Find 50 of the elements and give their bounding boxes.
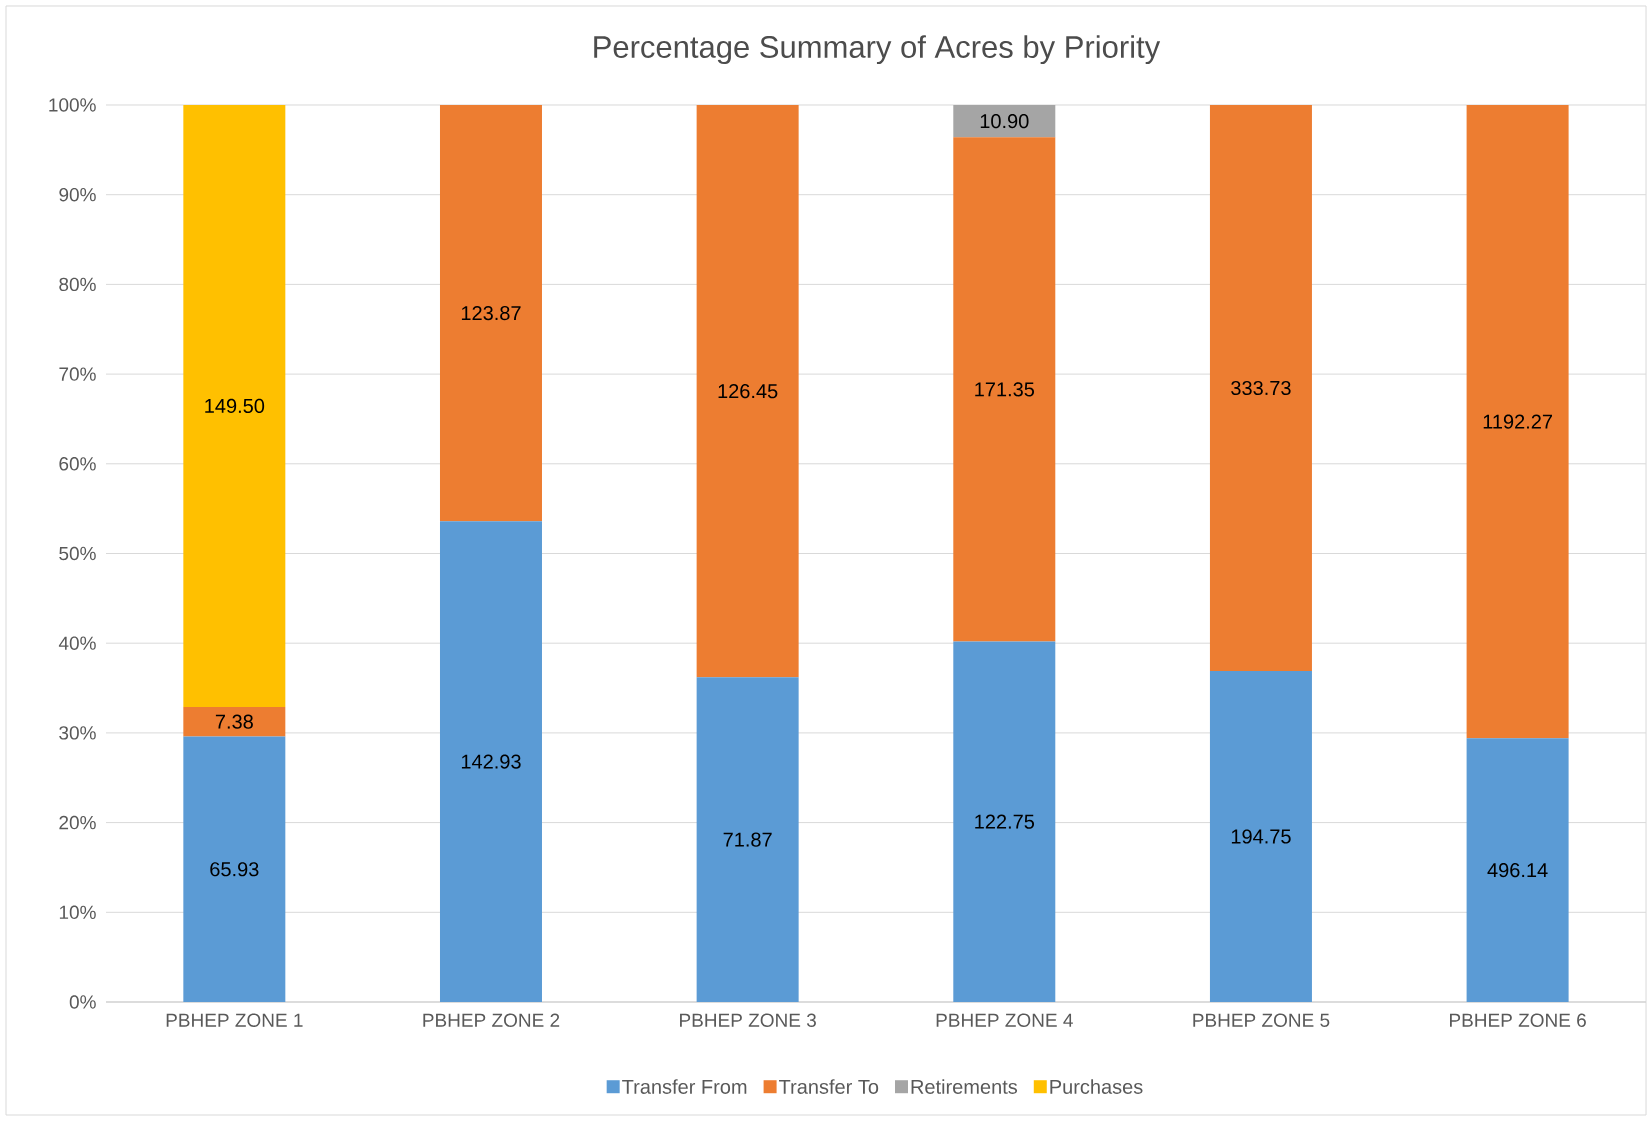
chart-title: Percentage Summary of Acres by Priority xyxy=(594,35,1161,65)
y-tick-label: 60% xyxy=(59,457,96,471)
x-tick-label: PBHEP ZONE 6 xyxy=(1450,1013,1586,1027)
annotation: 65.93 xyxy=(210,862,259,877)
bar xyxy=(696,104,799,678)
x-tick-label: PBHEP ZONE 2 xyxy=(423,1013,560,1027)
y-tick-label: 10% xyxy=(59,905,96,920)
x-tick-label: PBHEP ZONE 1 xyxy=(166,1013,303,1027)
x-tick-label: PBHEP ZONE 3 xyxy=(680,1013,816,1027)
bar xyxy=(439,521,542,1002)
bar xyxy=(953,641,1056,1002)
legend-label: Transfer To xyxy=(779,1079,879,1094)
bar xyxy=(183,706,286,737)
bar xyxy=(1209,671,1312,1002)
bar xyxy=(953,104,1056,138)
bar xyxy=(183,104,286,707)
bar xyxy=(1209,104,1312,671)
y-tick-label: 0% xyxy=(69,995,96,1009)
bar xyxy=(183,736,286,1002)
annotation: 1192.27 xyxy=(1483,414,1552,429)
y-tick-label: 90% xyxy=(59,187,96,202)
y-tick-label: 30% xyxy=(59,726,96,740)
legend-label: Purchases xyxy=(1050,1079,1143,1094)
annotation: 126.45 xyxy=(718,384,778,399)
annotation: 149.50 xyxy=(205,398,265,414)
bar xyxy=(1466,104,1569,739)
annotation: 142.93 xyxy=(461,754,521,769)
annotation: 71.87 xyxy=(723,832,772,847)
x-tick-label: PBHEP ZONE 4 xyxy=(936,1013,1073,1027)
annotation: 194.75 xyxy=(1231,829,1291,844)
y-tick-label: 50% xyxy=(59,546,96,561)
annotation: 122.75 xyxy=(975,814,1035,829)
annotation: 7.38 xyxy=(215,714,253,729)
legend-label: Retirements xyxy=(911,1079,1018,1094)
y-tick-label: 80% xyxy=(59,277,96,292)
bar xyxy=(439,104,542,522)
y-tick-label: 70% xyxy=(59,367,96,381)
annotation: 10.90 xyxy=(980,114,1029,129)
bar xyxy=(1466,738,1569,1002)
annotation: 496.14 xyxy=(1487,863,1548,878)
bar xyxy=(696,677,799,1002)
annotation: 123.87 xyxy=(461,306,521,321)
bar xyxy=(953,137,1056,642)
y-tick-label: 40% xyxy=(58,636,96,650)
annotation: 171.35 xyxy=(975,382,1035,397)
annotation: 333.73 xyxy=(1231,380,1291,396)
x-tick-label: PBHEP ZONE 5 xyxy=(1193,1013,1330,1027)
legend-label: Transfer From xyxy=(622,1079,747,1094)
y-tick-label: 20% xyxy=(59,815,96,830)
y-tick-label: 100% xyxy=(49,98,96,112)
